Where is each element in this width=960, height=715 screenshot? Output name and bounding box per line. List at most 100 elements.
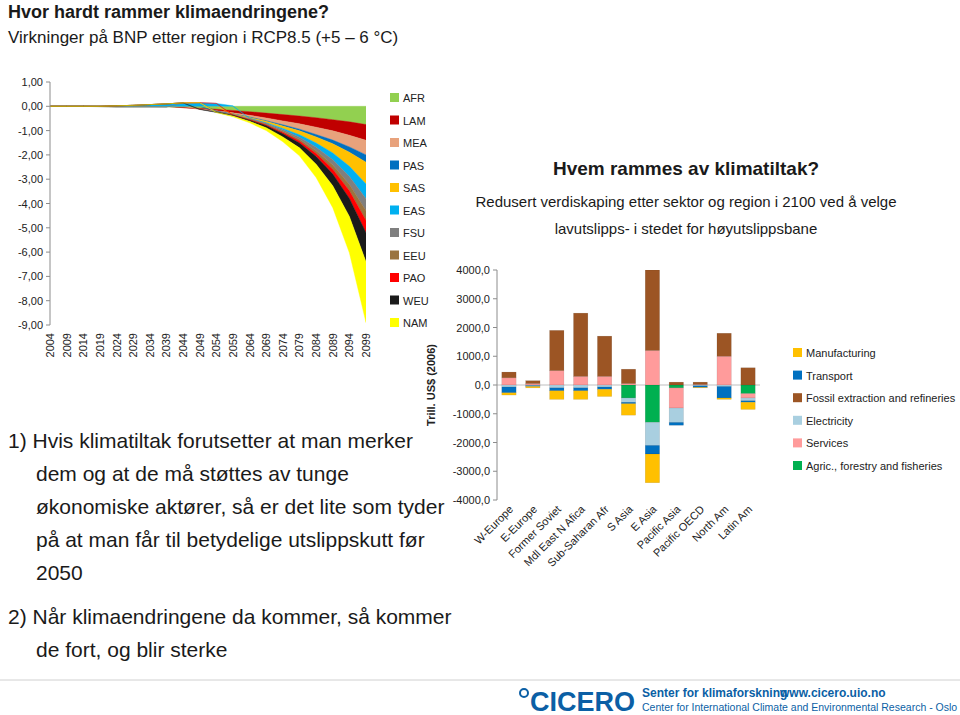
legend-label: Transport: [806, 370, 853, 382]
y-tick: [493, 327, 497, 328]
x-tick-label: 2049: [194, 333, 206, 357]
y-tick-label: -7,00: [18, 270, 43, 282]
x-tick-label: 2079: [293, 333, 305, 357]
y-tick-label: -8,00: [18, 295, 43, 307]
bar: [526, 385, 540, 387]
x-tick-label: Sub-Saharan Afr: [545, 503, 611, 569]
x-tick-label: 2064: [244, 333, 256, 357]
x-tick-label: 2004: [44, 333, 56, 357]
bar: [741, 394, 755, 398]
y-tick: [493, 500, 497, 501]
bar: [693, 382, 707, 384]
bar: [574, 385, 588, 388]
bar: [645, 454, 659, 483]
legend-swatch: [793, 461, 802, 470]
y-tick-label: 4000,0: [456, 264, 490, 276]
x-tick-label: 2099: [360, 333, 372, 357]
legend-swatch: [390, 161, 399, 170]
legend-label: SAS: [403, 182, 425, 194]
y-tick: [46, 227, 50, 228]
y-tick: [493, 356, 497, 357]
legend: ManufacturingTransportFossil extraction …: [793, 347, 956, 472]
y-tick: [493, 385, 497, 386]
bar: [741, 402, 755, 409]
footer-english-name: Center for International Climate and Env…: [642, 701, 957, 713]
legend-swatch: [390, 183, 399, 192]
x-tick-label: 2039: [160, 333, 172, 357]
bar: [526, 385, 540, 387]
legend: AFRLAMMEAPASSASEASFSUEEUPAOWEUNAM: [390, 92, 429, 329]
y-tick-label: -3000,0: [453, 465, 490, 477]
area-series: [50, 103, 366, 323]
bar: [669, 408, 683, 422]
bar: [574, 376, 588, 385]
bar: [645, 270, 659, 351]
y-tick-label: -2000,0: [453, 437, 490, 449]
legend-label: LAM: [403, 115, 426, 127]
legend-label: Services: [806, 437, 849, 449]
legend-swatch: [390, 251, 399, 260]
chart-title: Hvem rammes av klimatiltak?: [470, 158, 902, 180]
legend-swatch: [390, 138, 399, 147]
y-tick-label: -4000,0: [453, 494, 490, 506]
y-tick-label: 0,00: [22, 100, 43, 112]
bar: [717, 398, 731, 399]
y-tick: [46, 252, 50, 253]
legend-swatch: [390, 318, 399, 327]
legend-label: NAM: [403, 317, 427, 329]
legend-swatch: [390, 296, 399, 305]
bar: [597, 385, 611, 387]
x-tick-label: 2054: [210, 333, 222, 357]
x-tick-label: 2074: [277, 333, 289, 357]
y-tick: [46, 179, 50, 180]
bar: [669, 382, 683, 383]
y-tick-label: 1,00: [22, 76, 43, 88]
bar: [669, 388, 683, 408]
y-tick: [46, 276, 50, 277]
x-tick-label: 2029: [127, 333, 139, 357]
bar: [741, 385, 755, 394]
x-tick-label: 2024: [111, 333, 123, 357]
y-axis: [497, 270, 498, 500]
x-tick-label: 2084: [310, 333, 322, 357]
bar: [693, 386, 707, 387]
bar: [669, 422, 683, 425]
y-tick: [493, 471, 497, 472]
y-tick-label: 2000,0: [456, 322, 490, 334]
x-tick-label: 2094: [343, 333, 355, 357]
bar: [645, 351, 659, 386]
chart-title: Hvor hardt rammer klimaendringene?: [8, 2, 329, 23]
y-tick: [493, 270, 497, 271]
bar: [693, 387, 707, 389]
x-tick-label: 2034: [144, 333, 156, 357]
x-tick-label: 2089: [327, 333, 339, 357]
footer-url: www.cicero.uio.no: [779, 686, 886, 700]
legend-label: PAO: [403, 272, 426, 284]
bar: [502, 385, 516, 387]
y-tick-label: -3,00: [18, 173, 43, 185]
y-tick-label: 1000,0: [456, 350, 490, 362]
legend-label: WEU: [403, 295, 429, 307]
y-tick: [493, 298, 497, 299]
bar: [597, 387, 611, 389]
x-tick-label: 2059: [227, 333, 239, 357]
bar: [550, 388, 564, 391]
bar: [621, 385, 635, 398]
y-tick-label: -5,00: [18, 222, 43, 234]
bar: [717, 386, 731, 398]
bar: [550, 385, 564, 388]
note: 1) Hvis klimatiltak forutsetter at man m…: [8, 424, 446, 589]
logo: CICERO: [530, 687, 635, 715]
legend-swatch: [390, 206, 399, 215]
chart-subtitle: Virkninger på BNP etter region i RCP8.5 …: [8, 28, 398, 48]
bar: [502, 393, 516, 395]
x-tick-label: 2014: [77, 333, 89, 357]
y-tick-label: -9,00: [18, 319, 43, 331]
y-tick: [46, 106, 50, 107]
y-tick: [493, 442, 497, 443]
logo-mark: [520, 689, 528, 697]
bar: [645, 445, 659, 454]
y-tick: [46, 154, 50, 155]
y-tick: [46, 300, 50, 301]
bar: [693, 385, 707, 387]
